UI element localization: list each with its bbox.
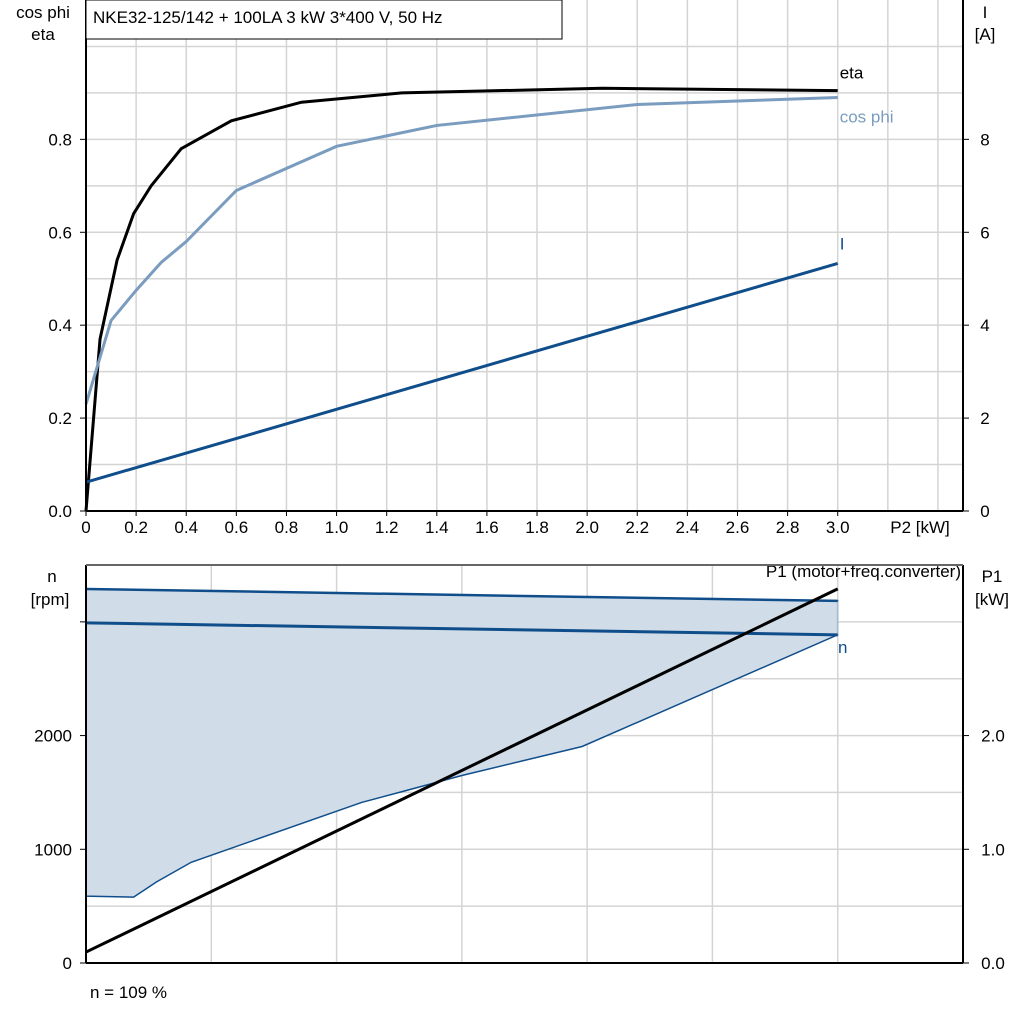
x-tick-label: 0: [81, 518, 90, 537]
x-tick-label: 2.6: [726, 518, 750, 537]
y-axis-label: eta: [31, 25, 55, 44]
y-tick-label: 2000: [34, 727, 72, 746]
series-line-I: [85, 261, 839, 484]
y-axis-label: [rpm]: [31, 590, 70, 609]
series-line-eta: [84, 86, 838, 512]
y2-tick-label: 4: [980, 316, 989, 335]
series-line-cos-phi: [84, 96, 838, 405]
series-line-p1: [85, 587, 839, 954]
speed-annotation: n = 109 %: [90, 983, 167, 1002]
x-tick-label: 2.4: [676, 518, 700, 537]
y2-axis-label: I: [983, 3, 988, 22]
y2-tick-label: 6: [980, 223, 989, 242]
y2-tick-label: 2.0: [981, 727, 1005, 746]
x-tick-label: 2.8: [776, 518, 800, 537]
x-tick-label: 2.0: [575, 518, 599, 537]
series-label: n: [838, 638, 847, 657]
x-axis-label: P2 [kW]: [890, 518, 950, 537]
series-label: I: [840, 234, 845, 253]
y2-tick-label: 0: [980, 502, 989, 521]
y2-tick-label: 0.0: [981, 954, 1005, 973]
title-box: [85, 0, 563, 40]
y-tick-label: 0.2: [48, 409, 72, 428]
band-upper-line: [85, 587, 838, 603]
x-tick-label: 2.2: [625, 518, 649, 537]
x-tick-label: 0.4: [174, 518, 198, 537]
x-tick-label: 0.2: [124, 518, 148, 537]
y-tick-label: 1000: [34, 840, 72, 859]
y-tick-label: 0: [63, 954, 72, 973]
series-line-n: [85, 621, 838, 637]
y-tick-label: 0.4: [48, 316, 72, 335]
y-axis-label: cos phi: [16, 3, 70, 22]
series-label: eta: [840, 64, 864, 83]
y2-tick-label: 2: [980, 409, 989, 428]
x-tick-label: 1.4: [425, 518, 449, 537]
series-label: cos phi: [840, 108, 894, 127]
y2-axis-label: P1: [982, 567, 1003, 586]
x-tick-label: 1.2: [375, 518, 399, 537]
y2-tick-label: 1.0: [981, 840, 1005, 859]
x-tick-label: 1.0: [325, 518, 349, 537]
y-tick-label: 0.0: [48, 502, 72, 521]
x-tick-label: 1.8: [525, 518, 549, 537]
y2-tick-label: 8: [980, 130, 989, 149]
y2-axis-label: [A]: [975, 25, 996, 44]
x-tick-label: 0.6: [225, 518, 249, 537]
y-axis-label: n: [47, 567, 56, 586]
series-label: P1 (motor+freq.converter): [766, 562, 961, 581]
y2-axis-label: [kW]: [975, 590, 1009, 609]
x-tick-label: 0.8: [275, 518, 299, 537]
y-tick-label: 0.6: [48, 223, 72, 242]
chart-title: NKE32-125/142 + 100LA 3 kW 3*400 V, 50 H…: [93, 8, 443, 27]
x-tick-label: 3.0: [826, 518, 850, 537]
x-tick-label: 1.6: [475, 518, 499, 537]
y-tick-label: 0.8: [48, 130, 72, 149]
